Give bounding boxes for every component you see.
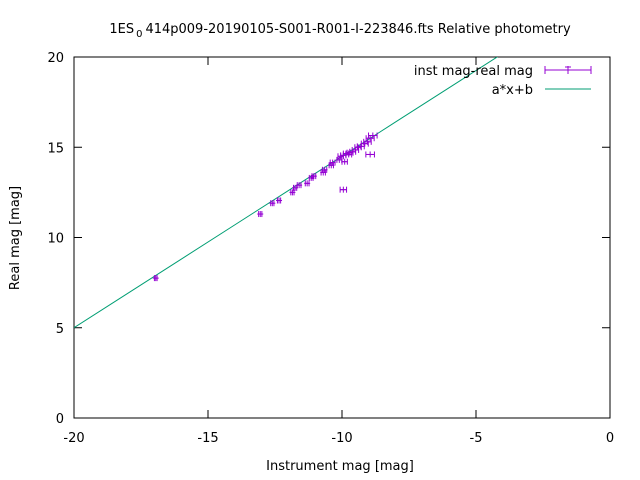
data-point (328, 162, 335, 169)
axes: -20 -15 -10 -5 0 0 5 10 15 20 (47, 51, 614, 446)
data-point (351, 146, 360, 153)
x-tick-label: -15 (197, 431, 218, 446)
y-tick-label: 5 (56, 322, 64, 337)
chart-title-subscript: 0 (136, 29, 142, 40)
x-axis-label: Instrument mag [mag] (266, 459, 414, 474)
data-point (363, 138, 372, 145)
data-point (289, 189, 296, 196)
legend-label-data: inst mag-real mag (414, 64, 533, 79)
chart-title: 1ES 0 414p009-20190105-S001-R001-I-223846.… (109, 22, 571, 40)
data-point (296, 182, 303, 189)
data-point (365, 151, 375, 158)
legend-label-fit: a*x+b (492, 83, 533, 98)
data-point (368, 132, 378, 139)
data-point (356, 143, 365, 150)
y-tick-label: 10 (47, 232, 64, 247)
data-point (341, 158, 348, 165)
plot-frame (73, 56, 611, 419)
y-tick-label: 0 (56, 412, 64, 427)
data-point (152, 275, 159, 282)
data-point (339, 186, 348, 193)
x-tick-label: -5 (470, 431, 483, 446)
data-point (336, 156, 343, 163)
x-tick-label: -20 (63, 431, 84, 446)
x-tick-label: -10 (331, 431, 352, 446)
data-point (292, 184, 299, 191)
y-tick-label: 20 (47, 51, 64, 66)
fit-line (74, 57, 499, 329)
data-point (329, 159, 336, 166)
y-tick-label: 15 (47, 141, 64, 156)
data-point (320, 169, 327, 176)
y-axis-label: Real mag [mag] (8, 186, 23, 290)
legend: inst mag-real mag a*x+b (414, 64, 592, 98)
data-point (321, 166, 328, 173)
x-tick-label: 0 (606, 431, 614, 446)
chart-title-prefix: 1ES (109, 22, 134, 37)
data-point (276, 197, 283, 204)
chart-title-suffix: 414p009-20190105-S001-R001-I-223846.fts … (145, 22, 571, 37)
data-point (269, 200, 276, 207)
fit-line-path (74, 57, 499, 329)
legend-swatch-data (544, 66, 592, 74)
data-point (310, 173, 317, 180)
data-point (304, 180, 311, 187)
data-point (257, 211, 264, 218)
data-points (152, 132, 378, 282)
